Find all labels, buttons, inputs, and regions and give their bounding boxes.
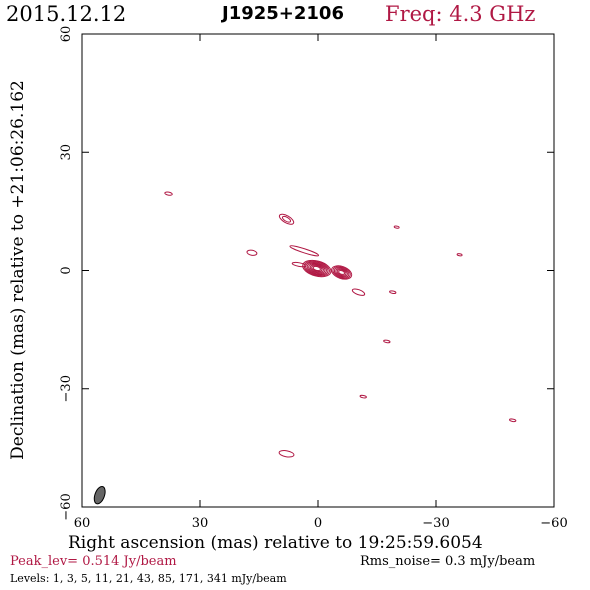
contour-level <box>333 267 350 278</box>
contour-level <box>278 450 295 458</box>
contour-level <box>456 253 463 257</box>
contour-level <box>302 259 332 278</box>
contour-level <box>336 269 347 276</box>
contour-level <box>164 191 173 196</box>
contours <box>164 191 517 458</box>
contour-level <box>509 418 517 423</box>
source-name: J1925+2106 <box>222 3 344 24</box>
contour-level <box>278 213 295 225</box>
x-axis-label: Right ascension (mas) relative to 19:25:… <box>68 533 483 553</box>
y-tick-label: 30 <box>59 144 74 161</box>
contour-level <box>246 249 258 256</box>
y-tick-label: 60 <box>59 26 74 43</box>
y-tick-label: −30 <box>59 375 74 402</box>
y-tick-label: −60 <box>59 493 74 520</box>
contour-level <box>311 265 323 272</box>
contour-level <box>335 268 348 277</box>
contour-level <box>291 261 307 268</box>
x-tick-label: 60 <box>74 516 91 531</box>
contour-level <box>331 265 353 280</box>
contour-level <box>306 262 327 275</box>
contour-level <box>312 265 321 272</box>
x-tick-label: 30 <box>192 516 209 531</box>
x-tick-label: −60 <box>540 516 567 531</box>
peak-level: Peak_lev= 0.514 Jy/beam <box>10 554 177 569</box>
contour-level <box>338 270 346 275</box>
contour-level <box>309 264 324 273</box>
contour-level <box>281 215 292 223</box>
x-tick-label: −30 <box>422 516 449 531</box>
beam-ellipse <box>93 486 106 505</box>
y-tick-label: 0 <box>59 266 74 274</box>
contour-level <box>351 288 366 296</box>
observation-date: 2015.12.12 <box>6 2 127 26</box>
contour-level <box>303 260 330 277</box>
contour-level <box>289 245 320 257</box>
frequency-label: Freq: 4.3 GHz <box>385 2 536 26</box>
contour-level <box>308 263 326 274</box>
x-tick-label: 0 <box>314 516 322 531</box>
contour-level <box>389 290 397 294</box>
contour-levels: Levels: 1, 3, 5, 11, 21, 43, 85, 171, 34… <box>10 572 287 585</box>
contour-level <box>359 394 367 399</box>
contour-level <box>383 339 391 344</box>
contour-level <box>332 266 351 279</box>
contour-level <box>393 225 400 229</box>
rms-noise: Rms_noise= 0.3 mJy/beam <box>360 554 536 569</box>
